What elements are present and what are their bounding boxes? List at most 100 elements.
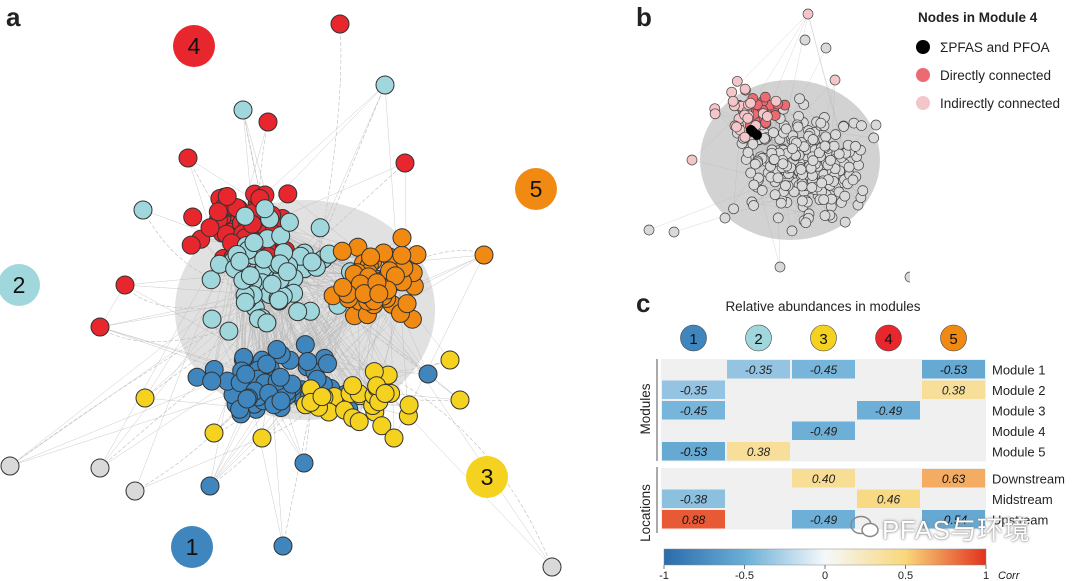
network-a-nodes [0,14,562,577]
network-node-module5 [332,241,352,261]
network-node-module3 [252,428,272,448]
heatmap-cell-fill [922,380,985,399]
legend-label: ΣPFAS and PFOA [940,39,1050,55]
network-node-module1 [237,389,257,409]
network-node-unassigned [787,143,798,155]
column-header-circle [940,324,967,352]
heatmap-cell: 0.63 [922,469,985,488]
network-node-unassigned [786,225,798,237]
module-label-circle [173,25,215,67]
network-node-unassigned [777,158,789,170]
network-node-indirect [742,112,754,124]
heatmap-cell: -0.38 [662,489,725,508]
network-node-indirect [709,108,721,120]
panel-letter-a: a [6,2,21,32]
network-node-module4 [278,184,298,204]
legend-dot-pfas [916,40,930,54]
network-edge [99,292,260,328]
network-node-module4 [90,317,110,337]
module-label-4: 4 [173,25,215,67]
module-label-text: 4 [188,33,201,59]
network-node-unassigned [839,216,851,228]
network-b-nodes [643,8,910,283]
network-node-module1 [271,391,291,411]
network-node-module3 [375,384,395,403]
network-node-indirect [745,97,756,109]
column-header-text: 1 [689,331,697,348]
network-node-unassigned [780,180,791,191]
network-edge [249,84,386,226]
network-node-unassigned [742,147,754,158]
network-node-module2 [235,206,255,226]
network-node-module5 [392,245,412,265]
network-a-module-labels: 1 2 3 4 5 [0,25,557,568]
network-node-module1 [298,352,318,371]
heatmap-cells: -0.35 -0.45 -0.53 -0.35 0.38 -0.45 -0.49 -0.49 -… [661,359,986,530]
network-node-module3 [204,423,224,443]
network-node-indirect [829,74,841,86]
network-edge [353,273,553,568]
network-node-module2 [133,200,153,220]
heatmap-cell-value: -0.49 [810,513,838,527]
network-node-unassigned [772,172,784,184]
network-node-module3 [349,412,369,432]
module-label-text: 1 [186,534,199,560]
heatmap-cell-value: -0.45 [680,404,708,418]
network-node-unassigned [769,189,781,201]
colorbar-tick-label: -0.5 [735,570,754,581]
network-node-unassigned [756,185,768,196]
column-header-1: 1 [680,324,707,352]
network-node-module2 [269,290,289,310]
network-node-unassigned [745,167,757,179]
network-node-module3 [312,387,332,407]
heatmap-row-label: Midstream [992,492,1053,507]
network-node-indirect [731,121,742,133]
network-node-unassigned [843,161,855,173]
network-node-module1 [257,354,277,374]
network-node-unassigned [830,129,841,140]
network-node-unassigned [807,155,819,166]
column-header-circle [680,324,707,352]
heatmap-row-labels: Module 1 Module 2 Module 3 Module 4 Module 5… [992,362,1065,527]
colorbar-ticks: -1 -0.5 0 0.5 1 [659,565,989,581]
legend-item-indirect: Indirectly connected [916,89,1080,117]
panel-letter-b: b [636,2,652,32]
heatmap-row-label: Module 4 [992,424,1045,439]
heatmap-cell-fill [792,469,855,488]
network-node-unassigned [748,179,760,191]
heatmap-cell: 0.40 [792,469,855,488]
network-node-module2 [235,292,255,312]
network-node-module5 [333,277,353,297]
legend-item-pfas: ΣPFAS and PFOA [916,33,1080,61]
heatmap-cell-fill [922,510,985,529]
network-node-unassigned [774,261,786,273]
network-node-unassigned [749,158,761,170]
column-header-circle [745,324,772,352]
network-node-module1 [294,453,314,473]
network-edge [345,272,414,395]
network-node-unassigned [719,212,731,224]
network-node-unassigned [125,481,145,501]
network-node-module4 [217,187,237,206]
wechat-icon [850,515,879,538]
network-b [643,8,910,283]
legend-label: Directly connected [940,67,1052,83]
colorbar-tick-label: 0.5 [898,570,913,581]
network-node-module4 [258,112,278,132]
heatmap-cell-fill [727,442,790,461]
heatmap-cell-fill [662,401,725,420]
network-node-module4 [395,153,415,173]
network-node-module2 [219,321,239,341]
heatmap-cell: -0.49 [857,401,920,420]
network-node-unassigned [792,121,804,133]
network-node-module3 [343,376,363,396]
heatmap-cell: -0.54 [922,510,985,529]
network-edge [328,254,373,406]
heatmap-cell-fill [727,360,790,379]
network-node-unassigned [857,185,869,196]
network-node-module3 [450,390,470,410]
network-node-unassigned [820,42,832,54]
heatmap-cell-value: -0.35 [745,363,773,377]
column-header-2: 2 [745,324,772,352]
heatmap-c: Relative abundances in modules 1 2 3 4 5 -0.… [638,299,1065,581]
